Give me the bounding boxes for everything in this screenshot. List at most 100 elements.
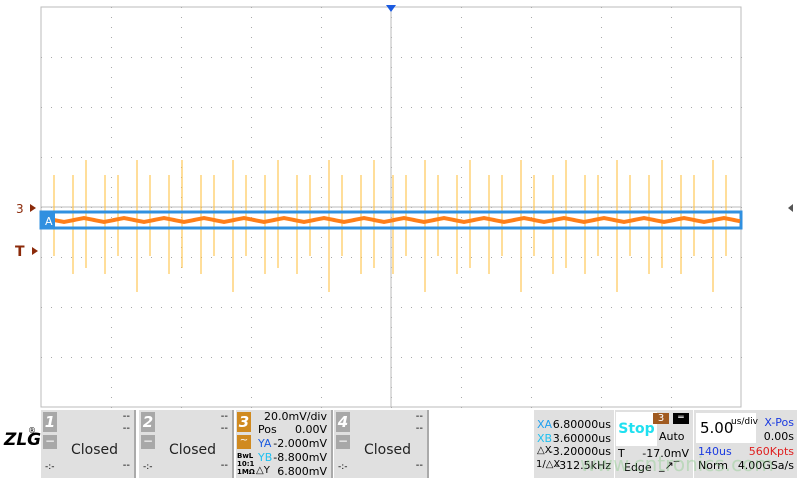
grid-dot [111, 17, 112, 18]
cursor-a-box[interactable] [39, 210, 743, 230]
grid-dot [221, 157, 222, 158]
grid-dot [251, 17, 252, 18]
grid-dot [251, 57, 252, 58]
channel-4-panel[interactable]: 4 -- -- − Closed -:- -- [334, 410, 429, 478]
grid-dot [561, 307, 562, 308]
grid-dot [201, 157, 202, 158]
grid-dot [251, 7, 252, 8]
grid-dot [581, 157, 582, 158]
grid-dot [541, 157, 542, 158]
trigger-type[interactable]: Edge [624, 461, 652, 474]
grid-dot [281, 57, 282, 58]
grid-dot [181, 397, 182, 398]
grid-dot [301, 307, 302, 308]
grid-dot [531, 37, 532, 38]
run-stop-button[interactable]: Stop [616, 412, 657, 446]
grid-dot [671, 97, 672, 98]
grid-dot [251, 337, 252, 338]
grid-dot [701, 257, 702, 258]
grid-dot [731, 57, 732, 58]
grid-dot [41, 107, 42, 108]
grid-dot [61, 107, 62, 108]
grid-dot [461, 47, 462, 48]
grid-dot [261, 157, 262, 158]
grid-dot [391, 407, 392, 408]
grid-dot [401, 107, 402, 108]
timebase-value[interactable]: 5.00 [696, 413, 756, 443]
grid-dot [561, 107, 562, 108]
grid-dot [101, 107, 102, 108]
channel-3-panel[interactable]: 3 ~ BwL 10:1 1MΩ 20.0mV/div Pos 0.00V YA -… [236, 410, 333, 478]
grid-dot [731, 107, 732, 108]
grid-dot [661, 57, 662, 58]
timebase-panel[interactable]: 5.00 us/div X-Pos 0.00s 140us 560Kpts No… [694, 410, 797, 478]
grid-dot [251, 287, 252, 288]
grid-dot [101, 357, 102, 358]
grid-dot [461, 367, 462, 368]
grid-dot [361, 307, 362, 308]
grid-dot [591, 257, 592, 258]
grid-dot [461, 387, 462, 388]
grid-dot [111, 47, 112, 48]
minus-icon: − [141, 434, 155, 449]
grid-dot [251, 387, 252, 388]
grid-dot [591, 357, 592, 358]
yb-value: -8.800mV [273, 451, 327, 464]
grid-dot [561, 357, 562, 358]
grid-dot [131, 257, 132, 258]
grid-dot [471, 357, 472, 358]
waveform-display[interactable]: A 3 T [0, 0, 797, 410]
trigger-mode[interactable]: Auto [659, 430, 685, 443]
grid-dot [181, 387, 182, 388]
grid-dot [321, 287, 322, 288]
grid-dot [251, 127, 252, 128]
grid-dot [671, 297, 672, 298]
grid-dot [291, 57, 292, 58]
grid-dot [531, 237, 532, 238]
grid-dot [551, 307, 552, 308]
grid-dot [321, 117, 322, 118]
grid-dot [601, 7, 602, 8]
grid-dot [111, 187, 112, 188]
grid-dot [331, 57, 332, 58]
grid-dot [581, 357, 582, 358]
grid-dot [321, 177, 322, 178]
grid-dot [561, 257, 562, 258]
grid-dot [681, 357, 682, 358]
trigger-level-marker[interactable]: T [15, 244, 25, 260]
cursor-readout[interactable]: XA 6.80000us XB 3.60000us △X -3.20000us … [534, 410, 614, 478]
grid-dot [601, 87, 602, 88]
grid-dot [601, 187, 602, 188]
grid-dot [321, 187, 322, 188]
grid-dot [451, 157, 452, 158]
grid-dot [181, 17, 182, 18]
grid-dot [541, 107, 542, 108]
grid-dot [81, 357, 82, 358]
grid-dot [611, 357, 612, 358]
grid-dot [671, 157, 672, 158]
minus-icon: − [336, 434, 350, 449]
grid-dot [661, 157, 662, 158]
grid-dot [611, 107, 612, 108]
bandwidth-limit: BwL [237, 452, 254, 460]
channel-3-marker[interactable]: 3 [16, 202, 24, 216]
grid-dot [181, 377, 182, 378]
grid-dot [411, 257, 412, 258]
grid-dot [531, 407, 532, 408]
grid-dot [311, 357, 312, 358]
grid-dot [351, 357, 352, 358]
grid-dot [131, 107, 132, 108]
grid-dot [601, 297, 602, 298]
grid-dot [321, 237, 322, 238]
grid-dot [121, 57, 122, 58]
grid-dot [651, 307, 652, 308]
grid-dot [691, 357, 692, 358]
trigger-panel[interactable]: Stop 3 ═ Auto T -17.0mV Edge _↗‾ [615, 410, 693, 478]
grid-dot [331, 107, 332, 108]
channel-2-panel[interactable]: 2 -- -- − Closed -:- -- [139, 410, 234, 478]
channel-1-panel[interactable]: 1 -- -- − Closed -:- -- [41, 410, 136, 478]
grid-dot [531, 187, 532, 188]
grid-dot [201, 357, 202, 358]
trigger-position-icon[interactable] [386, 5, 396, 12]
grid-dot [251, 27, 252, 28]
